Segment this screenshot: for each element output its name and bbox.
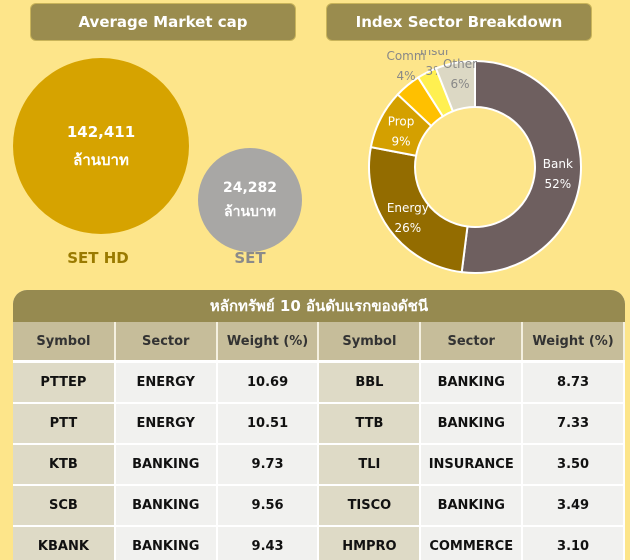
symbol-cell: BBL (318, 361, 422, 404)
top10-table: Symbol Sector Weight (%) Symbol Sector Weight… (13, 322, 625, 560)
column-header: Sector (114, 322, 218, 363)
symbol-cell: KTB (13, 444, 116, 486)
symbol-cell: PTT (13, 403, 116, 445)
sector-donut-chart: Bank52%Energy26%Prop9%Comm4%Insur3%Other… (368, 50, 582, 274)
slice-category-label: Comm (386, 50, 425, 63)
column-header: Weight (%) (216, 322, 320, 363)
slice-percent-label: 4% (396, 69, 415, 83)
sector-cell: BANKING (114, 526, 218, 560)
column-header: Weight (%) (522, 322, 625, 363)
symbol-cell: PTTEP (13, 361, 116, 404)
avg-market-cap-title: Average Market cap (30, 3, 296, 41)
symbol-cell: SCB (13, 485, 116, 527)
sector-breakdown-title: Index Sector Breakdown (326, 3, 592, 41)
symbol-cell: TISCO (318, 485, 422, 527)
slice-percent-label: 9% (392, 134, 411, 148)
weight-cell: 3.49 (522, 485, 625, 527)
top10-table-panel: หลักทรัพย์ 10 อันดับแรกของดัชนี Symbol Se… (13, 290, 625, 560)
sector-cell: BANKING (114, 485, 218, 527)
weight-cell: 9.56 (216, 485, 320, 527)
sector-cell: BANKING (114, 444, 218, 486)
slice-category-label: Insur (420, 50, 450, 58)
sector-cell: BANKING (420, 361, 524, 404)
weight-cell: 9.43 (216, 526, 320, 560)
table-row: PTTEP ENERGY 10.69 BBL BANKING 8.73 (13, 361, 625, 404)
symbol-cell: TLI (318, 444, 422, 486)
sector-cell: ENERGY (114, 403, 218, 445)
set-hd-label: SET HD (67, 249, 129, 267)
weight-cell: 9.73 (216, 444, 320, 486)
slice-other (434, 59, 476, 113)
set-hd-bubble: 142,411 ล้านบาท (13, 58, 189, 234)
slice-category-label: Energy (387, 201, 429, 215)
table-row: KBANK BANKING 9.43 HMPRO COMMERCE 3.10 (13, 526, 625, 560)
column-header: Symbol (318, 322, 422, 363)
weight-cell: 10.69 (216, 361, 320, 404)
symbol-cell: TTB (318, 403, 422, 445)
weight-cell: 7.33 (522, 403, 625, 445)
weight-cell: 3.10 (522, 526, 625, 560)
sector-cell: ENERGY (114, 361, 218, 404)
table-title: หลักทรัพย์ 10 อันดับแรกของดัชนี (13, 290, 625, 322)
symbol-cell: HMPRO (318, 526, 422, 560)
sector-cell: INSURANCE (420, 444, 524, 486)
symbol-cell: KBANK (13, 526, 116, 560)
sector-cell: BANKING (420, 403, 524, 445)
slice-category-label: Other (443, 57, 477, 71)
weight-cell: 3.50 (522, 444, 625, 486)
slice-energy (368, 145, 469, 274)
set-hd-value: 142,411 (66, 123, 136, 141)
set-label: SET (234, 249, 266, 267)
weight-cell: 8.73 (522, 361, 625, 404)
set-hd-unit: ล้านบาท (73, 151, 129, 169)
column-header: Symbol (13, 322, 116, 363)
weight-cell: 10.51 (216, 403, 320, 445)
slice-category-label: Prop (388, 114, 415, 128)
set-unit: ล้านบาท (224, 204, 276, 220)
slice-percent-label: 6% (450, 77, 469, 91)
sector-cell: COMMERCE (420, 526, 524, 560)
slice-category-label: Bank (543, 157, 573, 171)
set-bubble: 24,282 ล้านบาท (198, 148, 302, 252)
slice-bank (460, 59, 582, 274)
table-row: PTT ENERGY 10.51 TTB BANKING 7.33 (13, 403, 625, 445)
slice-percent-label: 26% (395, 221, 422, 235)
sector-cell: BANKING (420, 485, 524, 527)
column-header: Sector (420, 322, 524, 363)
table-row: KTB BANKING 9.73 TLI INSURANCE 3.50 (13, 444, 625, 486)
slice-percent-label: 52% (545, 177, 572, 191)
table-row: SCB BANKING 9.56 TISCO BANKING 3.49 (13, 485, 625, 527)
set-value: 24,282 (222, 180, 278, 196)
